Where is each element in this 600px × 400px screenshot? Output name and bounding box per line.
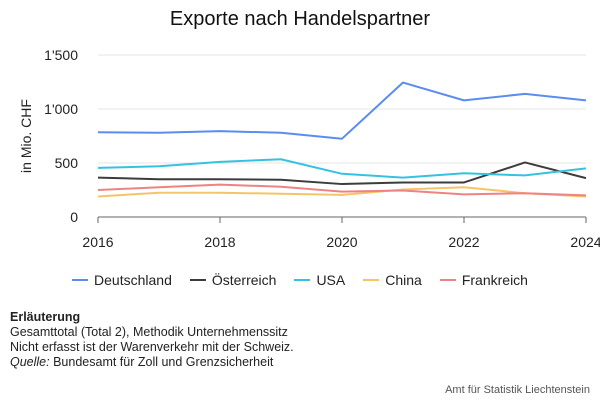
legend-item[interactable]: Deutschland xyxy=(72,272,172,288)
legend: Deutschland Österreich USA China Frankreich xyxy=(0,272,600,288)
chart-title: Exporte nach Handelspartner xyxy=(169,8,431,30)
y-axis-title: in Mio. CHF xyxy=(18,99,34,173)
notes: Erläuterung Gesamttotal (Total 2), Metho… xyxy=(10,310,294,370)
y-tick-label: 500 xyxy=(55,155,79,171)
x-axis: 2016 2018 2020 2022 2024 xyxy=(82,217,600,250)
x-tick-label: 2020 xyxy=(326,234,357,250)
x-tick-label: 2016 xyxy=(82,234,113,250)
y-tick-label: 0 xyxy=(70,209,78,225)
y-tick-label: 1'000 xyxy=(44,101,78,117)
series-line-frankreich xyxy=(97,183,587,197)
legend-swatch xyxy=(72,279,89,281)
legend-swatch xyxy=(363,279,380,281)
legend-swatch xyxy=(439,279,456,281)
legend-label: China xyxy=(385,272,422,288)
credit: Amt für Statistik Liechtenstein xyxy=(445,384,590,396)
legend-label: Österreich xyxy=(211,272,277,288)
notes-line-2: Nicht erfasst ist der Warenverkehr mit d… xyxy=(10,340,294,354)
series-line-österreich xyxy=(97,161,587,186)
legend-swatch xyxy=(189,279,206,281)
legend-item[interactable]: Österreich xyxy=(189,272,277,288)
x-tick-label: 2022 xyxy=(448,234,479,250)
series-line-usa xyxy=(97,158,587,179)
legend-label: Frankreich xyxy=(461,272,528,288)
legend-label: Deutschland xyxy=(94,272,172,288)
series-line-deutschland xyxy=(97,81,587,140)
legend-label: USA xyxy=(316,272,346,288)
series-line-china xyxy=(97,186,587,198)
line-chart: 0 500 1'000 1'500 2016 2018 2020 2022 2024 in M… xyxy=(18,47,600,250)
legend-swatch xyxy=(294,279,311,281)
notes-source: Quelle: Bundesamt für Zoll und Grenzsich… xyxy=(10,355,294,370)
legend-item[interactable]: China xyxy=(363,272,422,288)
legend-item[interactable]: USA xyxy=(294,272,345,288)
x-tick-label: 2024 xyxy=(570,234,600,250)
series-lines xyxy=(97,81,587,198)
source-label: Quelle: xyxy=(10,355,50,369)
legend-item[interactable]: Frankreich xyxy=(439,272,528,288)
notes-line-1: Gesamttotal (Total 2), Methodik Unterneh… xyxy=(10,325,288,339)
y-tick-label: 1'500 xyxy=(44,47,78,63)
y-axis: 0 500 1'000 1'500 xyxy=(44,47,78,225)
source-text: Bundesamt für Zoll und Grenzsicherheit xyxy=(53,355,274,369)
notes-heading: Erläuterung xyxy=(10,310,81,324)
x-tick-label: 2018 xyxy=(204,234,235,250)
